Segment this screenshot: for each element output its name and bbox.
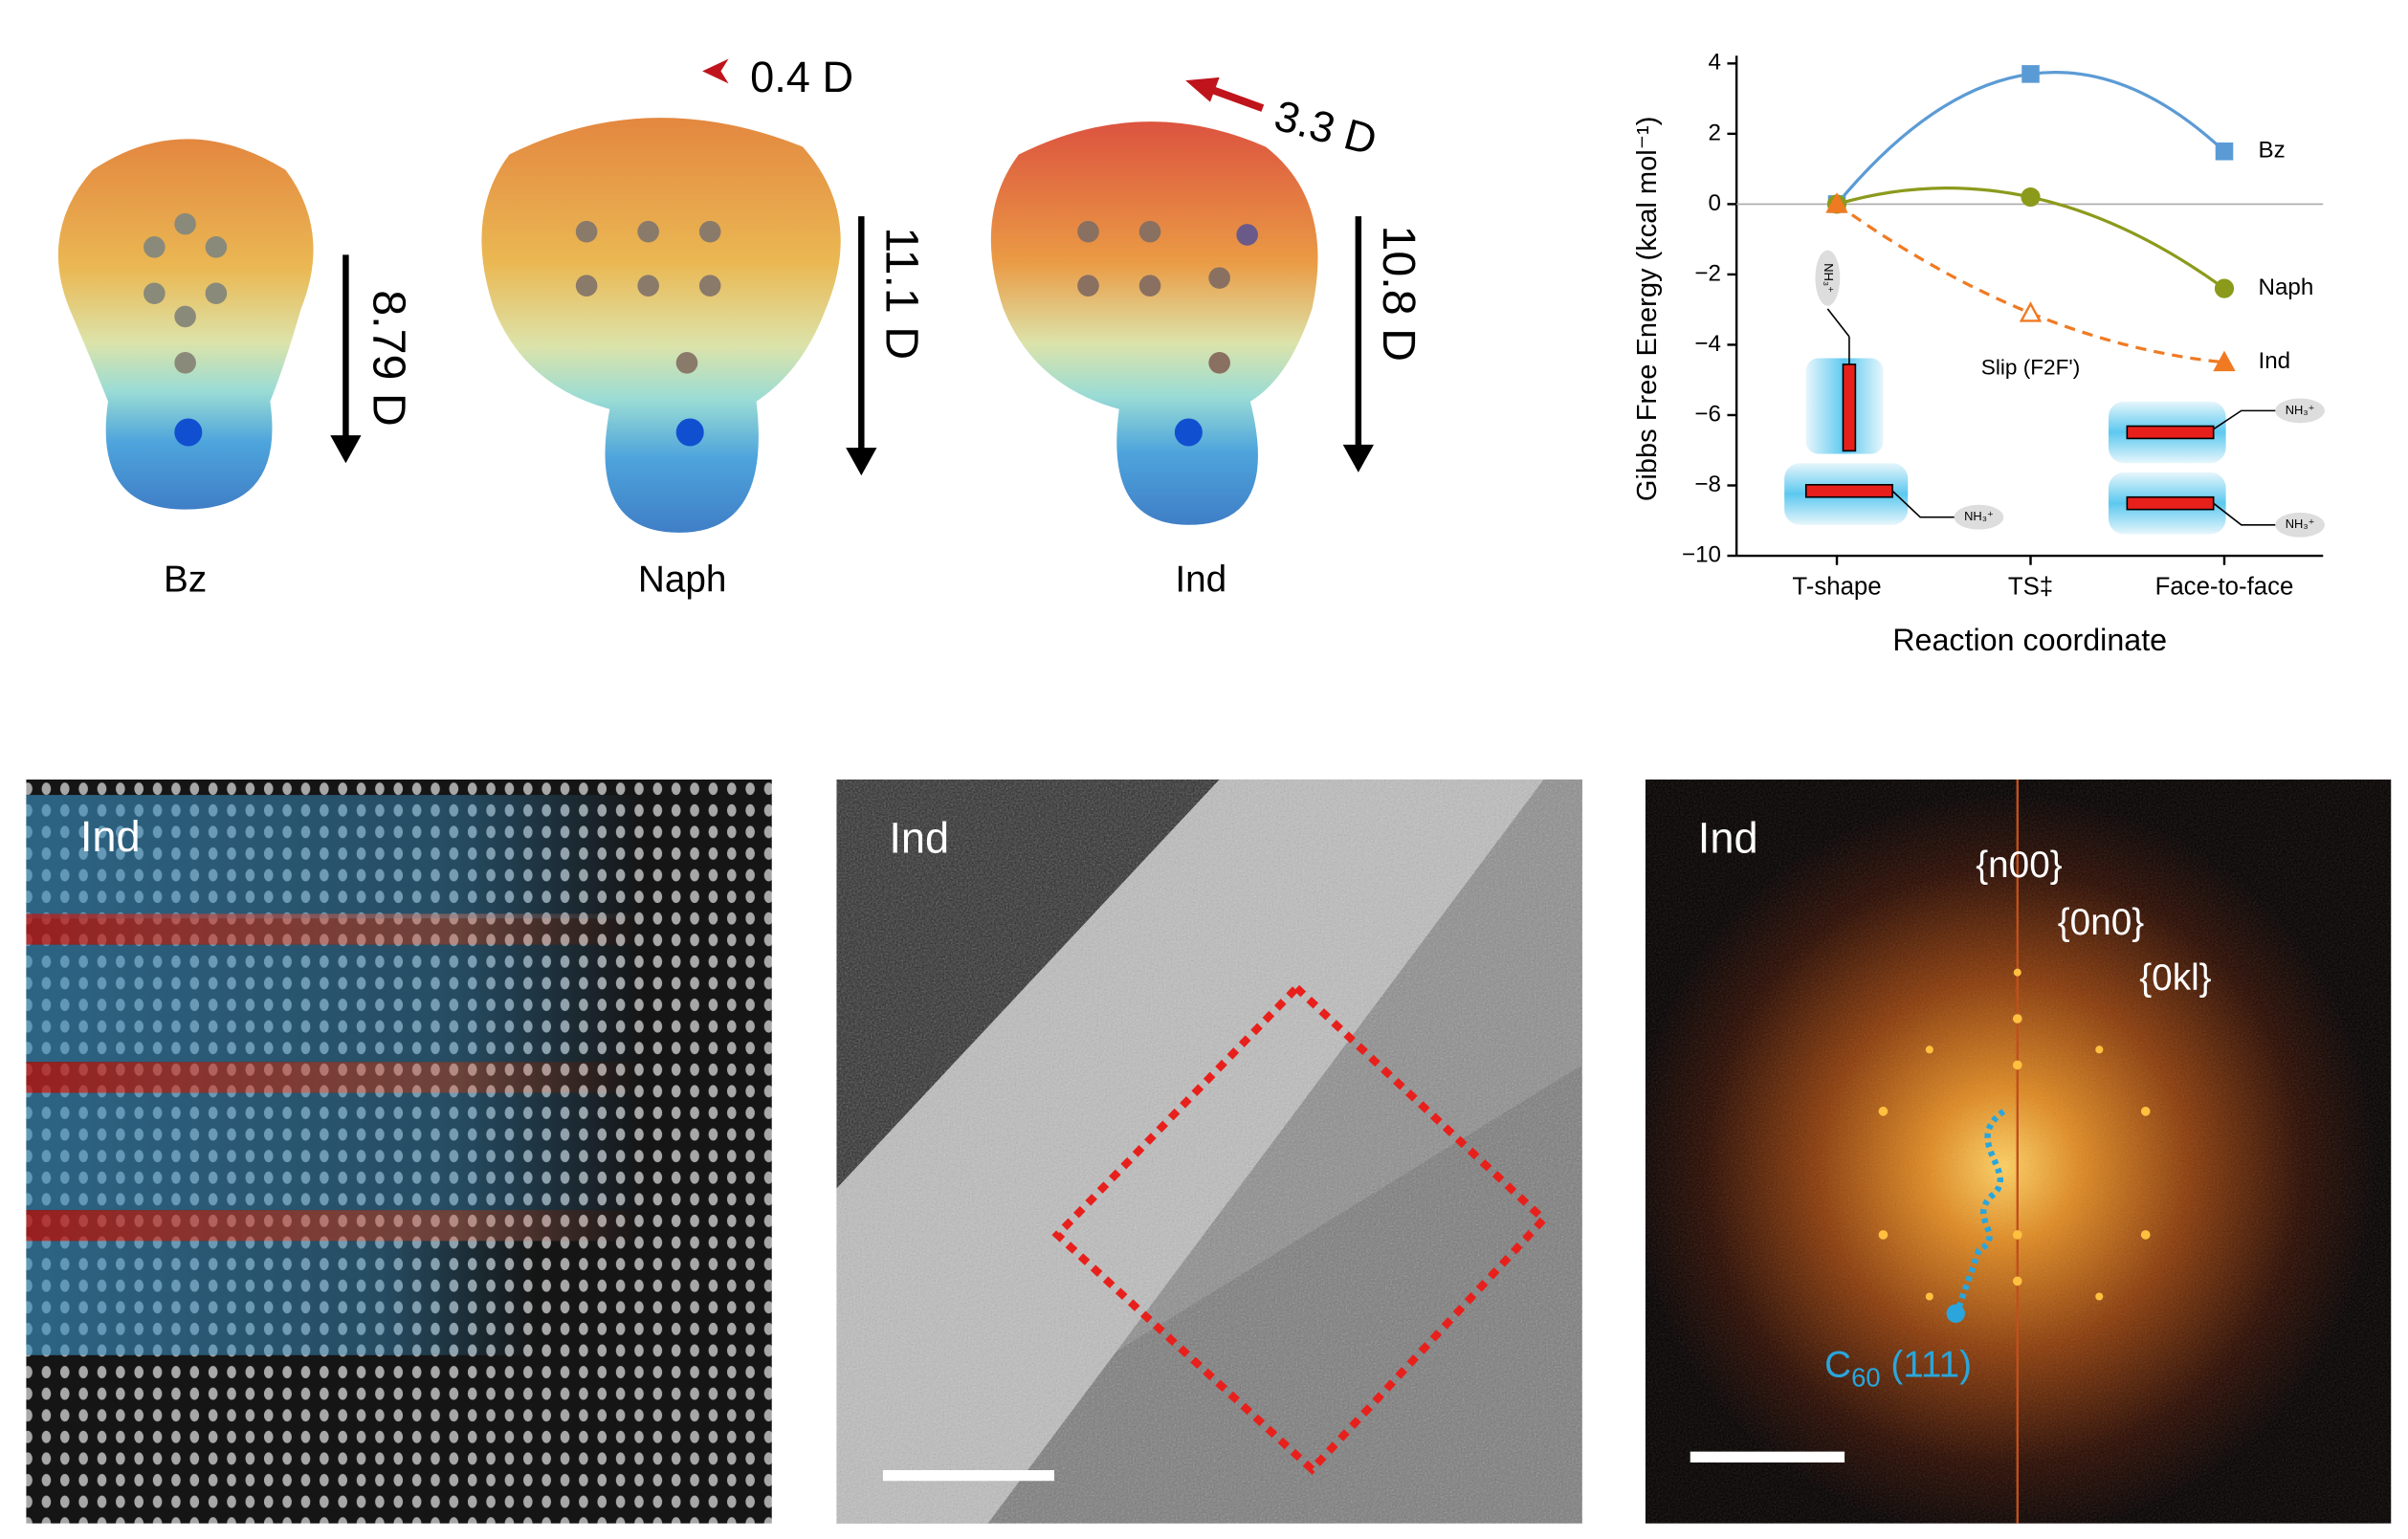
arrowheads [330,435,1374,476]
annotation: Slip (F2F') [1981,355,2080,379]
legend-label: Ind [2258,348,2290,374]
inset-label: NH₃⁺ [1964,509,1994,523]
marker [2021,187,2041,208]
panel-label: Ind [889,813,949,862]
molecule-naph [481,118,841,533]
marker [2021,65,2040,83]
molecule-label: Naph [638,560,727,601]
dipole-label: 11.1 D [875,227,927,360]
spot-label: C60 (111) [1824,1345,1972,1393]
y-tick-label: −2 [1694,260,1721,286]
y-tick-label: 2 [1709,120,1721,145]
tem-panel-middle [836,779,1582,1524]
series-line [1836,203,2225,364]
x-tick-label: T-shape [1792,574,1881,601]
tem-panel-left [26,779,772,1524]
dipole-label: 3.3 D [1270,91,1381,165]
inset-label: NH₃⁺ [2286,403,2315,417]
x-tick-label: Face-to-face [2155,574,2294,601]
panel-label: Ind [80,812,141,861]
y-tick-label: −4 [1694,331,1721,357]
diffraction-label: {n00} [1976,845,2063,886]
series-line [1835,71,2226,206]
y-tick-label: 0 [1709,190,1721,216]
spot-label-base: C [1824,1345,1851,1386]
dipole-arrowhead [1185,77,1220,102]
marker [2215,142,2234,161]
spot-label-suffix: (111) [1881,1345,1972,1386]
y-tick-label: −10 [1682,541,1721,567]
spot-label-subscript: 60 [1851,1363,1880,1393]
dipole-label: 8.79 D [364,290,415,427]
dipole-arrows [342,216,1362,451]
small-dipole-arrow [702,58,729,84]
y-tick-label: 4 [1709,50,1721,76]
molecule-label: Ind [1175,560,1226,601]
y-tick-label: −8 [1694,472,1721,497]
legend-label: Naph [2258,275,2313,300]
inset-label: NH₃⁺ [2286,517,2315,531]
fft-panel [1645,779,2392,1524]
molecule-bz [57,139,314,510]
inset-t-shape [1784,250,2325,538]
molecule-label: Bz [164,560,207,601]
marker [2019,301,2043,322]
marker [2214,278,2235,298]
chart: −10 −8 −6 −4 −2 0 2 4 T-shape TS‡ Face-to-face Gibb… [1632,50,2324,657]
marker [2213,350,2236,372]
marker [1825,192,1848,213]
diffraction-label: {0n0} [2058,902,2145,943]
dipole-label: 0.4 D [750,53,853,101]
y-axis-label: Gibbs Free Energy (kcal mol⁻¹) [1632,117,1663,502]
dipole-label: 10.8 D [1373,225,1425,362]
x-axis-label: Reaction coordinate [1892,623,2167,657]
diffraction-label: {0kl} [2139,957,2211,999]
molecule-ind [990,121,1318,525]
x-tick-label: TS‡ [2008,574,2053,601]
panel-label: Ind [1698,813,1758,862]
dipole-arrow [1210,85,1265,112]
legend-label: Bz [2258,138,2285,164]
inset-label: NH₃⁺ [1822,263,1836,293]
y-tick-label: −6 [1694,401,1721,427]
